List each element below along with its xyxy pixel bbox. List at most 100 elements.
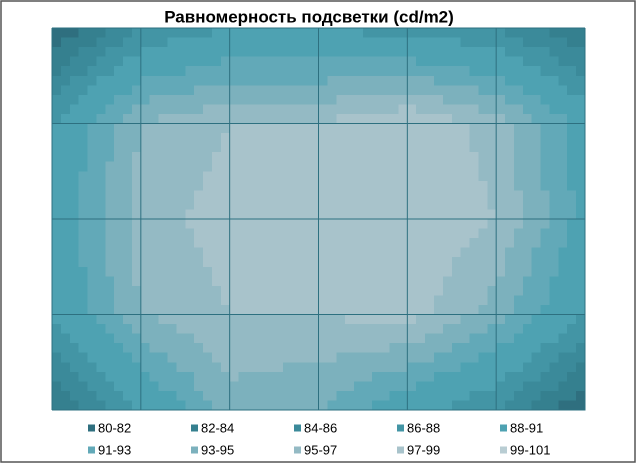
contour-cell (505, 104, 515, 115)
contour-cell (96, 161, 106, 172)
contour-cell (398, 123, 408, 134)
contour-cell (425, 304, 435, 316)
contour-cell (433, 113, 444, 125)
contour-cell (131, 133, 142, 144)
contour-cell (87, 37, 98, 48)
contour-cell (380, 152, 391, 163)
contour-cell (140, 104, 151, 115)
contour-cell (52, 295, 62, 306)
contour-cell (194, 247, 204, 258)
contour-cell (114, 238, 124, 249)
contour-cell (496, 28, 506, 39)
contour-cell (336, 276, 346, 287)
contour-cell (220, 85, 231, 96)
contour-cell (442, 85, 453, 96)
contour-cell (87, 352, 98, 363)
contour-cell (78, 371, 89, 382)
contour-cell (425, 219, 435, 230)
contour-cell (371, 190, 382, 201)
contour-cell (176, 75, 186, 86)
contour-cell (149, 276, 160, 287)
contour-cell (327, 47, 337, 58)
contour-cell (469, 247, 479, 258)
contour-cell (185, 295, 195, 306)
contour-cell (265, 333, 275, 344)
contour-cell (398, 371, 408, 382)
contour-cell (185, 247, 195, 258)
contour-cell (229, 85, 240, 96)
contour-cell (300, 113, 311, 125)
contour-cell (220, 37, 231, 48)
contour-cell (300, 66, 311, 77)
contour-cell (265, 228, 275, 239)
contour-cell (203, 362, 213, 373)
contour-cell (433, 152, 444, 163)
contour-cell (380, 257, 391, 268)
contour-cell (416, 314, 426, 325)
contour-cell (522, 66, 533, 77)
legend-label: 97-99 (407, 442, 440, 457)
contour-cell (140, 390, 151, 402)
contour-cell (114, 123, 124, 134)
contour-cell (194, 314, 204, 325)
contour-cell (558, 352, 568, 363)
contour-cell (185, 333, 195, 344)
contour-cell (478, 343, 488, 354)
contour-cell (362, 209, 373, 220)
contour-cell (176, 238, 186, 249)
contour-cell (451, 190, 462, 201)
contour-cell (105, 94, 115, 105)
contour-cell (398, 219, 408, 230)
contour-cell (158, 333, 169, 344)
contour-cell (371, 314, 382, 325)
contour-cell (487, 75, 497, 86)
contour-cell (425, 400, 435, 411)
contour-cell (140, 161, 151, 172)
contour-cell (167, 219, 177, 230)
contour-cell (229, 362, 240, 373)
contour-cell (140, 295, 151, 306)
contour-cell (451, 285, 462, 296)
contour-cell (105, 362, 115, 373)
contour-cell (460, 85, 471, 96)
contour-cell (362, 352, 373, 363)
contour-cell (185, 94, 195, 105)
contour-cell (433, 304, 444, 316)
contour-cell (131, 228, 142, 239)
contour-cell (96, 228, 106, 239)
contour-cell (469, 285, 479, 296)
contour-cell (185, 285, 195, 296)
contour-cell (407, 180, 417, 191)
contour-cell (203, 190, 213, 201)
contour-cell (140, 85, 151, 96)
contour-cell (407, 352, 417, 363)
contour-cell (140, 314, 151, 325)
contour-cell (345, 123, 355, 134)
contour-cell (549, 352, 559, 363)
contour-cell (407, 123, 417, 134)
contour-cell (540, 247, 551, 258)
contour-cell (300, 161, 311, 172)
contour-cell (282, 400, 293, 411)
contour-cell (87, 104, 98, 115)
contour-cell (291, 66, 302, 77)
contour-cell (96, 381, 106, 392)
contour-cell (123, 304, 133, 316)
contour-cell (52, 371, 62, 382)
contour-cell (407, 228, 417, 239)
contour-cell (282, 94, 293, 105)
contour-cell (505, 113, 515, 125)
contour-cell (247, 257, 257, 268)
contour-cell (238, 324, 249, 335)
contour-cell (318, 47, 328, 58)
contour-cell (149, 238, 160, 249)
contour-cell (211, 285, 222, 296)
contour-cell (291, 142, 302, 153)
contour-cell (531, 75, 542, 86)
contour-cell (451, 28, 462, 39)
contour-cell (78, 381, 89, 392)
contour-cell (398, 343, 408, 354)
contour-cell (105, 257, 115, 268)
contour-cell (318, 400, 328, 411)
contour-cell (52, 390, 62, 402)
